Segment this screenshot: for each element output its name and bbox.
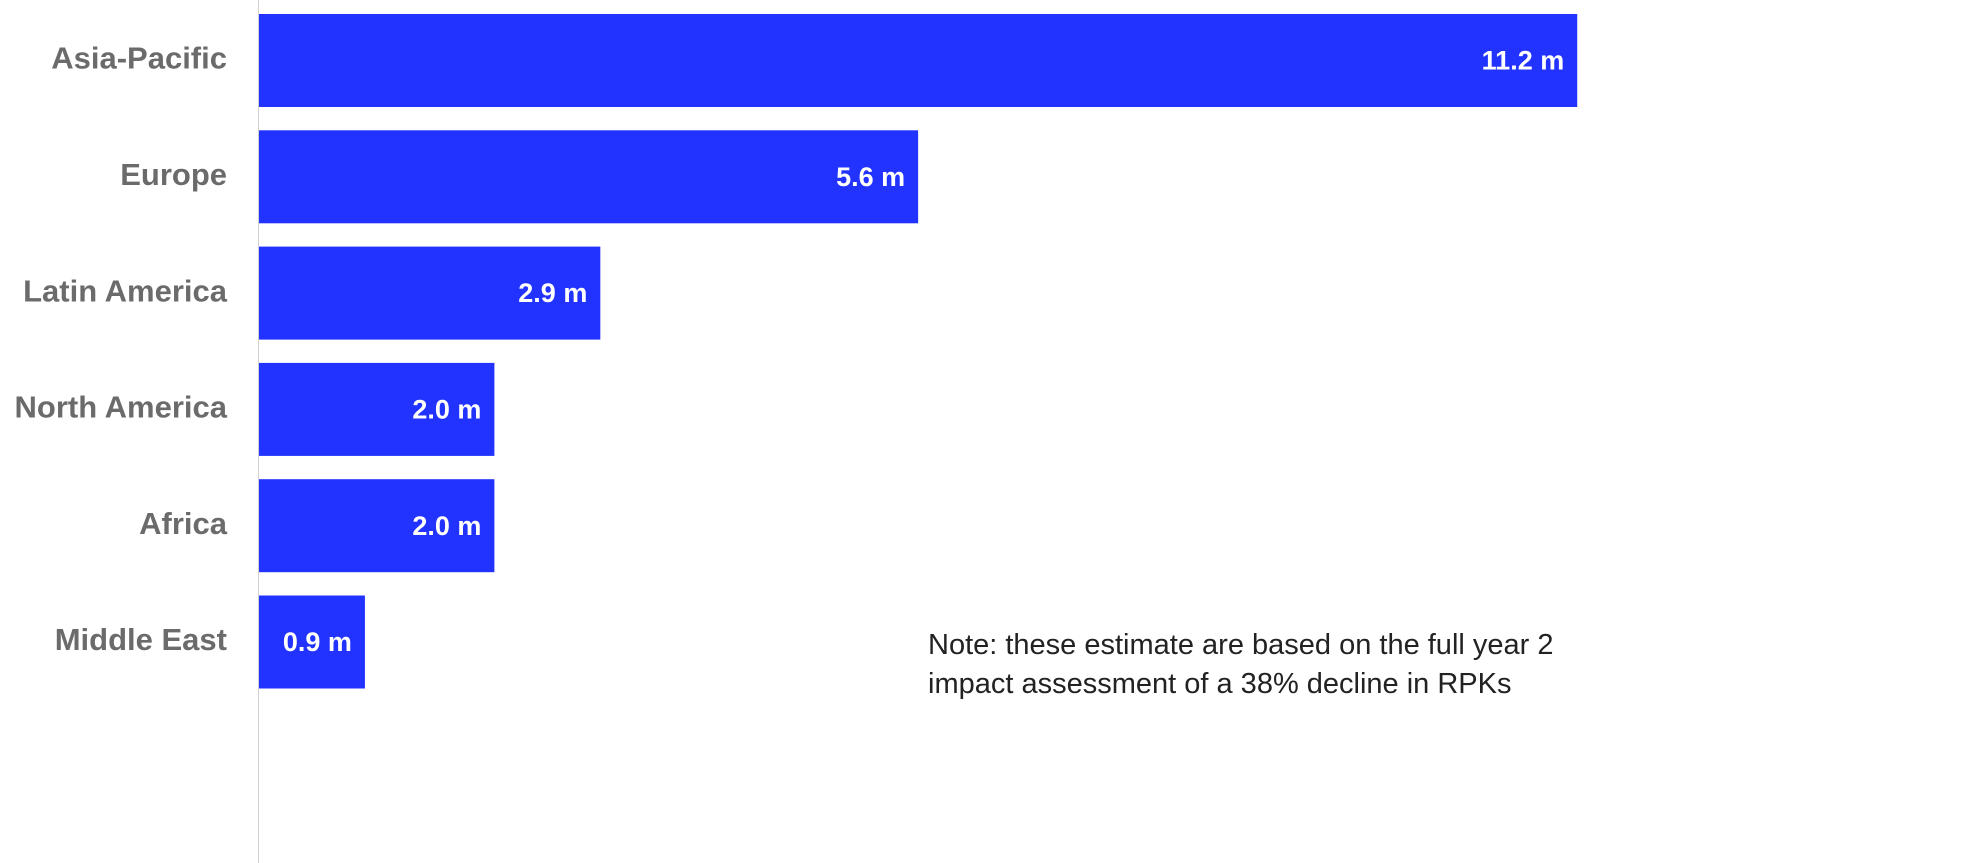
- value-label: 2.0 m: [412, 511, 481, 541]
- bars-layer: [259, 14, 1578, 689]
- bar-europe: [259, 130, 919, 224]
- chart-note: Note: these estimate are based on the fu…: [928, 629, 1562, 700]
- category-label: Europe: [120, 157, 227, 192]
- category-label: Latin America: [23, 273, 228, 308]
- value-label: 0.9 m: [283, 627, 352, 657]
- category-label: North America: [15, 390, 228, 425]
- chart-note-line: Note: these estimate are based on the fu…: [928, 629, 1553, 661]
- category-label: Middle East: [55, 622, 227, 657]
- labels-layer: Asia-Pacific 11.2 m Europe 5.6 m Latin Ameri…: [15, 41, 1565, 658]
- bar-north-america: [259, 362, 495, 456]
- category-label: Africa: [139, 506, 228, 541]
- bar-middle-east: [259, 595, 365, 689]
- bar-africa: [259, 479, 495, 573]
- value-label: 2.9 m: [518, 278, 587, 308]
- bar-latin-america: [259, 246, 601, 340]
- bar-asia-pacific: [259, 14, 1578, 107]
- value-label: 2.0 m: [412, 395, 481, 425]
- category-label: Asia-Pacific: [51, 41, 227, 76]
- value-label: 5.6 m: [836, 162, 905, 192]
- chart-note-line: impact assessment of a 38% decline in RP…: [928, 668, 1512, 700]
- value-label: 11.2 m: [1482, 46, 1565, 76]
